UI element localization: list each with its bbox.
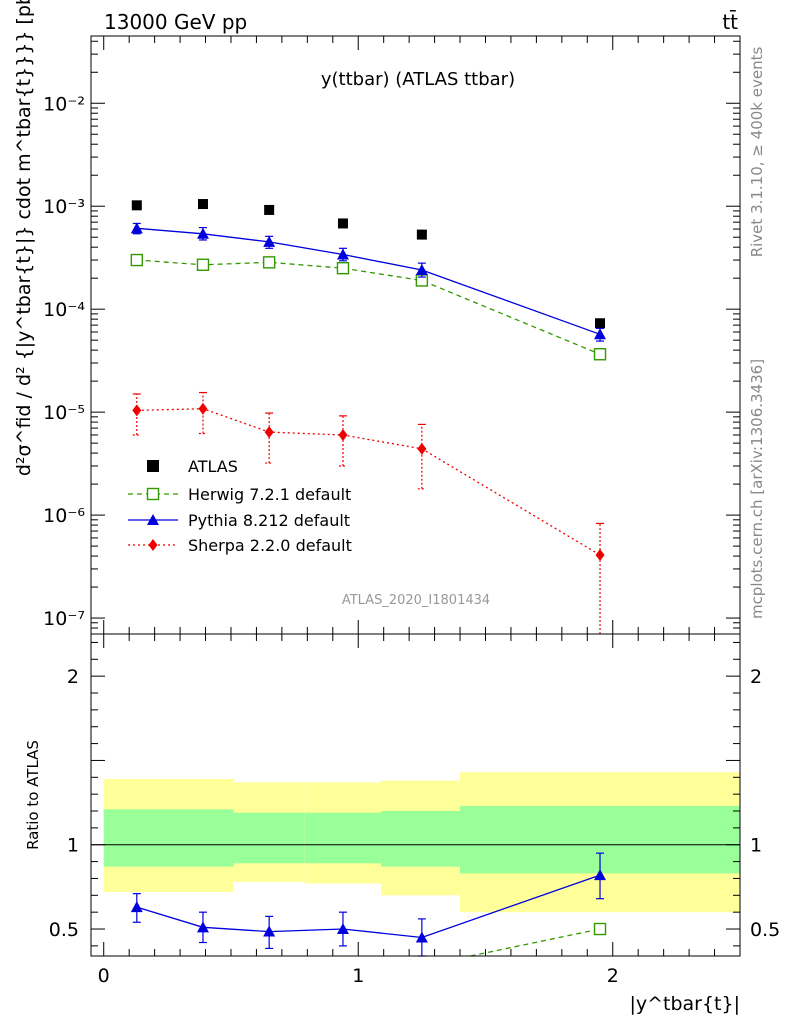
series-sherpa [132, 391, 605, 634]
series-pythia [130, 222, 607, 342]
data-point [595, 318, 606, 329]
data-point [593, 348, 607, 361]
main-y-tick-label: 10⁻⁶ [43, 505, 85, 527]
data-point [196, 258, 210, 271]
data-point [130, 253, 144, 267]
legend: ATLAS Herwig 7.2.1 default Pythia 8.212 de… [128, 457, 352, 555]
ratio-point [415, 931, 428, 943]
data-point [264, 204, 275, 215]
series-line [136, 408, 601, 556]
mcplots-label: mcplots.cern.ch [arXiv:1306.3436] [748, 359, 766, 619]
main-y-tick-labels: 10⁻⁷ 10⁻⁶ 10⁻⁵ 10⁻⁴ 10⁻³ 10⁻² [43, 93, 85, 630]
legend-item: Herwig 7.2.1 default [128, 485, 351, 504]
data-point [262, 256, 276, 269]
ratio-y-axis-label: Ratio to ATLAS [24, 740, 42, 850]
ratio-point [594, 869, 607, 881]
ratio-uncertainty-bands [91, 772, 740, 913]
ratio-line [136, 874, 601, 939]
stat-uncertainty-band [304, 812, 382, 864]
main-y-tick-label: 10⁻⁵ [43, 402, 85, 424]
data-point [263, 235, 276, 247]
ratio-tick-labels: 0.5 0.5 1 1 2 2 0 1 2 [49, 666, 780, 987]
ratio-y-tick-label: 2 [67, 666, 79, 688]
data-point [196, 227, 209, 239]
ratio-series-herwig [470, 922, 607, 957]
ratio-point [336, 923, 349, 935]
legend-item: Sherpa 2.2.0 default [128, 536, 352, 555]
plot-title: y(ttbar) (ATLAS ttbar) [321, 69, 515, 90]
main-panel: 10⁻⁷ 10⁻⁶ 10⁻⁵ 10⁻⁴ 10⁻³ 10⁻² d²σ^fid / d² {|… [13, 0, 741, 635]
stat-uncertainty-band [381, 811, 461, 867]
main-y-tick-label: 10⁻⁴ [43, 299, 85, 321]
data-point [594, 328, 607, 340]
data-point [416, 229, 427, 240]
ratio-panel: 0.5 0.5 1 1 2 2 0 1 2 Ratio to ATLAS |y^tbar{t}| [24, 633, 780, 1015]
legend-marker [147, 460, 159, 472]
ratio-point [196, 921, 209, 933]
analysis-id: ATLAS_2020_I1801434 [342, 593, 490, 608]
ratio-point [263, 925, 276, 937]
series-herwig [130, 253, 607, 361]
energy-label: 13000 GeV pp [104, 10, 247, 34]
main-y-axis-label: d²σ^fid / d² {|y^tbar{t}|} cdot m^tbar{t… [13, 0, 35, 476]
ratio-point [130, 901, 143, 913]
series-line [136, 259, 601, 355]
data-point [131, 200, 142, 211]
stat-uncertainty-band [233, 812, 305, 864]
ratio-y-tick-label-right: 0.5 [750, 919, 780, 941]
legend-marker [146, 487, 160, 501]
data-point [132, 404, 142, 417]
data-point [336, 248, 349, 260]
data-point [337, 218, 348, 229]
data-point [338, 428, 348, 441]
main-ticks [91, 36, 740, 634]
legend-label: Herwig 7.2.1 default [188, 485, 351, 504]
ratio-y-tick-label-right: 1 [750, 835, 762, 857]
ratio-line [470, 928, 601, 957]
data-point [415, 264, 428, 276]
ratio-y-tick-label: 0.5 [49, 919, 79, 941]
x-tick-label: 2 [607, 965, 619, 987]
x-axis-label: |y^tbar{t}| [629, 993, 740, 1015]
data-point [417, 442, 427, 455]
series-atlas [131, 199, 606, 329]
process-label: tt̄ [722, 9, 738, 34]
rivet-label: Rivet 3.1.10, ≥ 400k events [748, 47, 766, 258]
stat-uncertainty-band [103, 809, 234, 867]
legend-label: Sherpa 2.2.0 default [188, 536, 352, 555]
x-tick-label: 0 [98, 965, 110, 987]
legend-label: Pythia 8.212 default [188, 511, 350, 530]
ratio-frame [90, 633, 741, 957]
legend-item: ATLAS [147, 457, 238, 476]
data-point [264, 426, 274, 439]
legend-label: ATLAS [188, 457, 238, 476]
ratio-point [593, 922, 607, 936]
main-series [130, 199, 607, 634]
x-tick-label: 1 [352, 965, 364, 987]
legend-item: Pythia 8.212 default [128, 511, 350, 530]
data-point [336, 262, 350, 275]
main-y-tick-label: 10⁻² [43, 93, 85, 115]
data-point [197, 199, 208, 210]
series-line [136, 227, 601, 335]
main-y-tick-label: 10⁻³ [43, 196, 85, 218]
legend-marker [148, 539, 158, 551]
ratio-y-tick-label: 1 [67, 835, 79, 857]
ratio-y-tick-label-right: 2 [750, 666, 762, 688]
legend-marker [147, 514, 159, 525]
main-y-tick-label: 10⁻⁷ [43, 608, 85, 630]
data-point [595, 548, 605, 561]
ratio-ticks [91, 634, 740, 956]
ratio-series [130, 852, 607, 957]
data-point [198, 402, 208, 415]
data-point [130, 222, 143, 234]
